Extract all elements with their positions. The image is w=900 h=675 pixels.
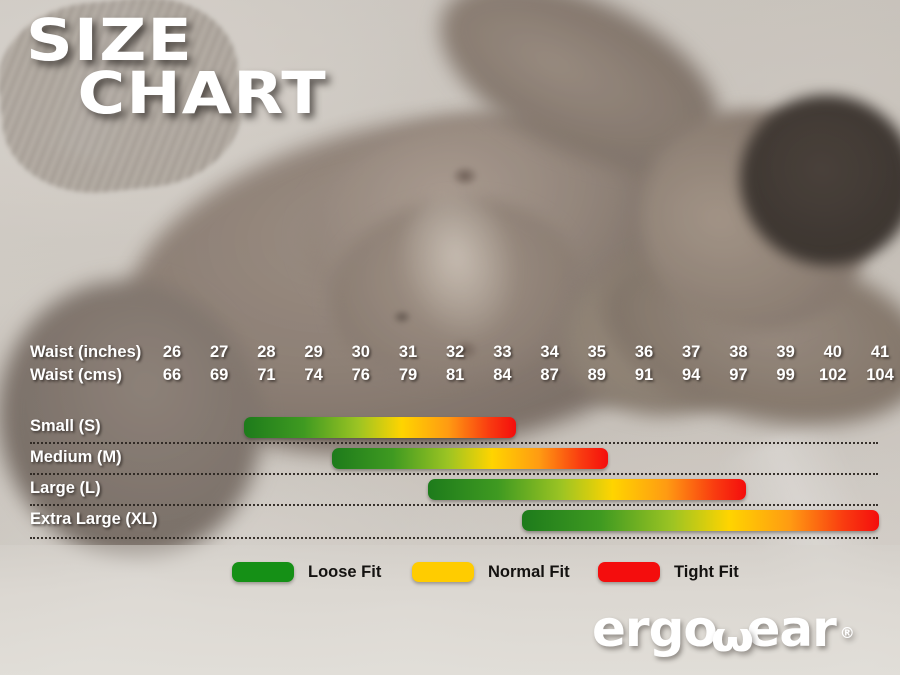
- fit-bar-medium: [332, 448, 608, 469]
- fit-bar-large: [428, 479, 746, 500]
- title-line-2: CHART: [77, 59, 327, 128]
- waist-inches-cell: 37: [682, 343, 701, 361]
- waist-cms-cell: 74: [304, 366, 323, 384]
- waist-inches-cell: 26: [162, 343, 182, 361]
- legend-item-normal: Normal Fit: [412, 562, 570, 582]
- legend-label-loose: Loose Fit: [308, 562, 382, 581]
- title-line-1: SIZE: [26, 6, 193, 74]
- fit-bar-extra-large: [522, 510, 879, 531]
- waist-cms-cell: 104: [866, 366, 894, 384]
- size-label-medium: Medium (M): [30, 448, 122, 466]
- row-divider: [30, 473, 878, 475]
- waist-inches-cell: 35: [587, 343, 606, 361]
- fit-bar-small: [244, 417, 516, 438]
- waist-cms-cell: 69: [210, 366, 229, 384]
- model-detail: [452, 166, 478, 186]
- waist-cms-cell: 89: [587, 366, 606, 384]
- waist-cms-cell: 71: [257, 366, 276, 384]
- waist-inches-cell: 30: [351, 343, 370, 361]
- model-navel: [393, 310, 411, 324]
- logo-omega-glyph: ω: [710, 615, 753, 661]
- waist-inches-cell: 32: [446, 343, 465, 361]
- legend-swatch-normal: [412, 562, 474, 582]
- row-divider: [30, 537, 878, 539]
- legend-swatch-loose: [232, 562, 294, 582]
- waist-inches-values: 26 27 28 29 30 31 32 33 34 35 36 37 38 39 40 41: [0, 343, 900, 365]
- waist-cms-cell: 81: [446, 366, 465, 384]
- size-label-small: Small (S): [30, 417, 101, 435]
- waist-inches-cell: 38: [729, 343, 748, 361]
- row-divider: [30, 442, 878, 444]
- size-label-large: Large (L): [30, 479, 101, 497]
- waist-inches-cell: 36: [634, 343, 654, 361]
- waist-cms-row: Waist (cms) 66 69 71 74 76 79 81 84 87 89 91 94 97 99…: [0, 366, 900, 388]
- waist-inches-cell: 27: [210, 343, 229, 361]
- waist-inches-cell: 34: [540, 343, 559, 361]
- waist-cms-cell: 79: [398, 366, 418, 384]
- waist-cms-cell: 102: [819, 366, 847, 384]
- legend-item-tight: Tight Fit: [598, 562, 739, 582]
- logo-text-pre: ergo: [592, 600, 718, 658]
- waist-inches-cell: 39: [776, 343, 795, 361]
- fit-legend: Loose Fit Normal Fit Tight Fit: [0, 562, 900, 592]
- registered-trademark-icon: ®: [839, 624, 855, 642]
- waist-inches-cell: 31: [398, 343, 418, 361]
- legend-label-normal: Normal Fit: [488, 562, 570, 581]
- legend-item-loose: Loose Fit: [232, 562, 381, 582]
- waist-cms-values: 66 69 71 74 76 79 81 84 87 89 91 94 97 99 102 104: [0, 366, 900, 388]
- waist-cms-cell: 94: [682, 366, 701, 384]
- ergowear-logo: ergo ω ear ®: [592, 600, 855, 658]
- waist-cms-cell: 84: [493, 366, 512, 384]
- waist-inches-cell: 40: [823, 343, 842, 361]
- waist-cms-cell: 66: [162, 366, 182, 384]
- model-detail: [452, 340, 478, 360]
- waist-cms-cell: 97: [729, 366, 748, 384]
- waist-inches-cell: 33: [493, 343, 512, 361]
- waist-cms-cell: 76: [351, 366, 370, 384]
- waist-inches-cell: 28: [257, 343, 276, 361]
- page-title: SIZE CHART: [26, 11, 327, 128]
- waist-cms-cell: 91: [634, 366, 654, 384]
- row-divider: [30, 504, 878, 506]
- waist-cms-label: Waist (cms): [30, 366, 122, 384]
- size-label-extra-large: Extra Large (XL): [30, 510, 158, 528]
- legend-label-tight: Tight Fit: [674, 562, 739, 581]
- waist-inches-cell: 41: [870, 343, 890, 361]
- legend-swatch-tight: [598, 562, 660, 582]
- waist-inches-label: Waist (inches): [30, 343, 142, 361]
- logo-text-post: ear: [746, 600, 836, 658]
- waist-inches-cell: 29: [304, 343, 323, 361]
- waist-cms-cell: 87: [540, 366, 559, 384]
- waist-inches-row: Waist (inches) 26 27 28 29 30 31 32 33 34 35 36 37 3…: [0, 343, 900, 365]
- waist-cms-cell: 99: [776, 366, 795, 384]
